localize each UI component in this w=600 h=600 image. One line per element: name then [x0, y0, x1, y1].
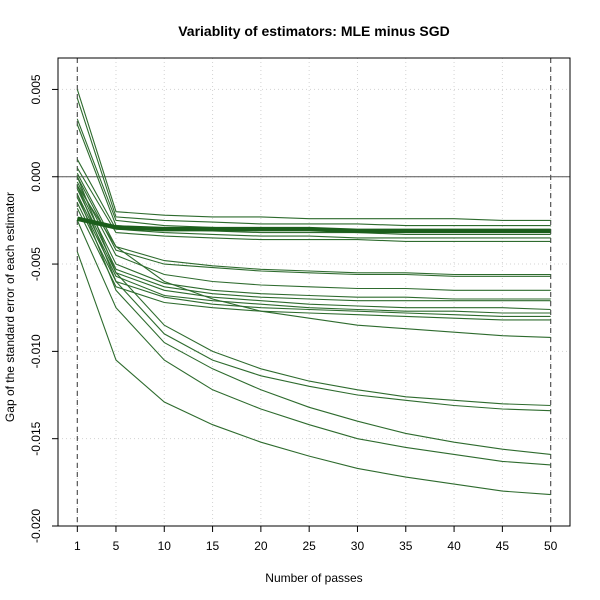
x-tick-label: 50 — [544, 539, 558, 553]
x-axis-label: Number of passes — [265, 571, 362, 585]
x-tick-label: 1 — [74, 539, 81, 553]
series-line-20 — [76, 220, 551, 466]
x-tick-label: 30 — [351, 539, 365, 553]
y-tick-label: -0.010 — [29, 334, 43, 368]
y-tick-label: -0.005 — [29, 247, 43, 281]
series-line-10 — [76, 185, 551, 300]
reference-lines — [58, 58, 570, 526]
x-tick-label: 35 — [399, 539, 413, 553]
x-axis: 1 5 10 15 20 25 30 35 40 45 50 — [74, 526, 558, 553]
mean-series-line — [76, 216, 551, 234]
y-axis-label: Gap of the standard error of each estima… — [3, 192, 17, 422]
plot-frame — [57, 57, 571, 527]
series-lines — [76, 89, 551, 496]
series-line-1 — [76, 89, 551, 221]
x-tick-label: 15 — [206, 539, 220, 553]
series-line-12 — [76, 193, 551, 311]
series-line-18 — [76, 185, 551, 412]
series-line-21 — [76, 251, 551, 496]
y-tick-label: -0.015 — [29, 421, 43, 455]
series-line-9 — [76, 181, 551, 291]
chart-title: Variablity of estimators: MLE minus SGD — [178, 23, 450, 39]
y-tick-label: 0.005 — [29, 74, 43, 104]
y-axis: -0.020 -0.015 -0.010 -0.005 0.000 0.005 — [29, 74, 58, 543]
series-line-14 — [76, 202, 551, 317]
x-tick-label: 45 — [496, 539, 510, 553]
series-line-8 — [76, 176, 551, 277]
series-line-15 — [76, 207, 551, 321]
series-line-17 — [76, 176, 551, 407]
y-tick-label: -0.020 — [29, 509, 43, 543]
series-line-2 — [76, 98, 551, 227]
x-tick-label: 40 — [447, 539, 461, 553]
series-line-5 — [76, 159, 551, 239]
x-tick-label: 5 — [113, 539, 120, 553]
series-line-6 — [76, 167, 551, 242]
series-line-16 — [76, 185, 551, 338]
x-tick-label: 20 — [254, 539, 268, 553]
series-line-13 — [76, 197, 551, 314]
series-line-19 — [76, 193, 551, 455]
y-tick-label: 0.000 — [29, 161, 43, 191]
x-tick-label: 10 — [158, 539, 172, 553]
x-tick-label: 25 — [302, 539, 316, 553]
series-line-11 — [76, 188, 551, 302]
series-line-7 — [76, 173, 551, 276]
